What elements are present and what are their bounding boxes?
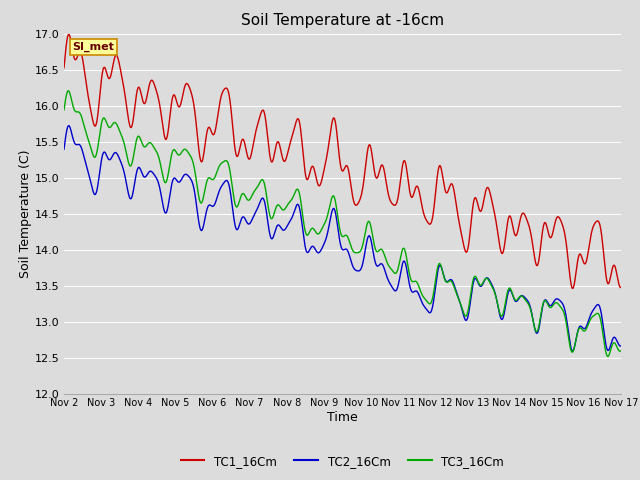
TC3_16Cm xyxy=(298,206,306,212)
TC1_16Cm xyxy=(569,286,577,291)
Y-axis label: Soil Temperature (C): Soil Temperature (C) xyxy=(19,149,31,278)
TC2_16Cm xyxy=(60,146,68,152)
Line: TC1_16Cm: TC1_16Cm xyxy=(64,34,621,288)
TC2_16Cm xyxy=(124,187,132,193)
TC1_16Cm xyxy=(617,285,625,290)
TC3_16Cm xyxy=(546,305,554,311)
TC2_16Cm xyxy=(298,220,306,226)
TC2_16Cm xyxy=(546,303,554,309)
Line: TC2_16Cm: TC2_16Cm xyxy=(64,126,621,351)
TC1_16Cm xyxy=(124,111,132,117)
Text: SI_met: SI_met xyxy=(72,42,114,52)
TC1_16Cm xyxy=(157,108,164,114)
TC2_16Cm xyxy=(65,123,72,129)
Legend: TC1_16Cm, TC2_16Cm, TC3_16Cm: TC1_16Cm, TC2_16Cm, TC3_16Cm xyxy=(176,450,509,472)
Line: TC3_16Cm: TC3_16Cm xyxy=(64,91,621,356)
TC3_16Cm xyxy=(124,156,132,162)
TC3_16Cm xyxy=(60,107,68,113)
TC2_16Cm xyxy=(606,344,614,349)
Title: Soil Temperature at -16cm: Soil Temperature at -16cm xyxy=(241,13,444,28)
X-axis label: Time: Time xyxy=(327,411,358,424)
TC2_16Cm xyxy=(274,222,282,228)
TC3_16Cm xyxy=(617,348,625,354)
TC2_16Cm xyxy=(157,190,164,196)
TC3_16Cm xyxy=(157,163,164,168)
TC1_16Cm xyxy=(606,276,614,281)
TC3_16Cm xyxy=(604,353,612,359)
TC1_16Cm xyxy=(298,138,306,144)
TC1_16Cm xyxy=(60,65,68,71)
TC3_16Cm xyxy=(606,348,614,354)
TC1_16Cm xyxy=(65,31,73,37)
TC2_16Cm xyxy=(617,343,625,349)
TC1_16Cm xyxy=(274,139,282,144)
TC3_16Cm xyxy=(274,202,282,208)
TC1_16Cm xyxy=(546,235,554,240)
TC2_16Cm xyxy=(569,348,577,354)
TC3_16Cm xyxy=(65,88,72,94)
